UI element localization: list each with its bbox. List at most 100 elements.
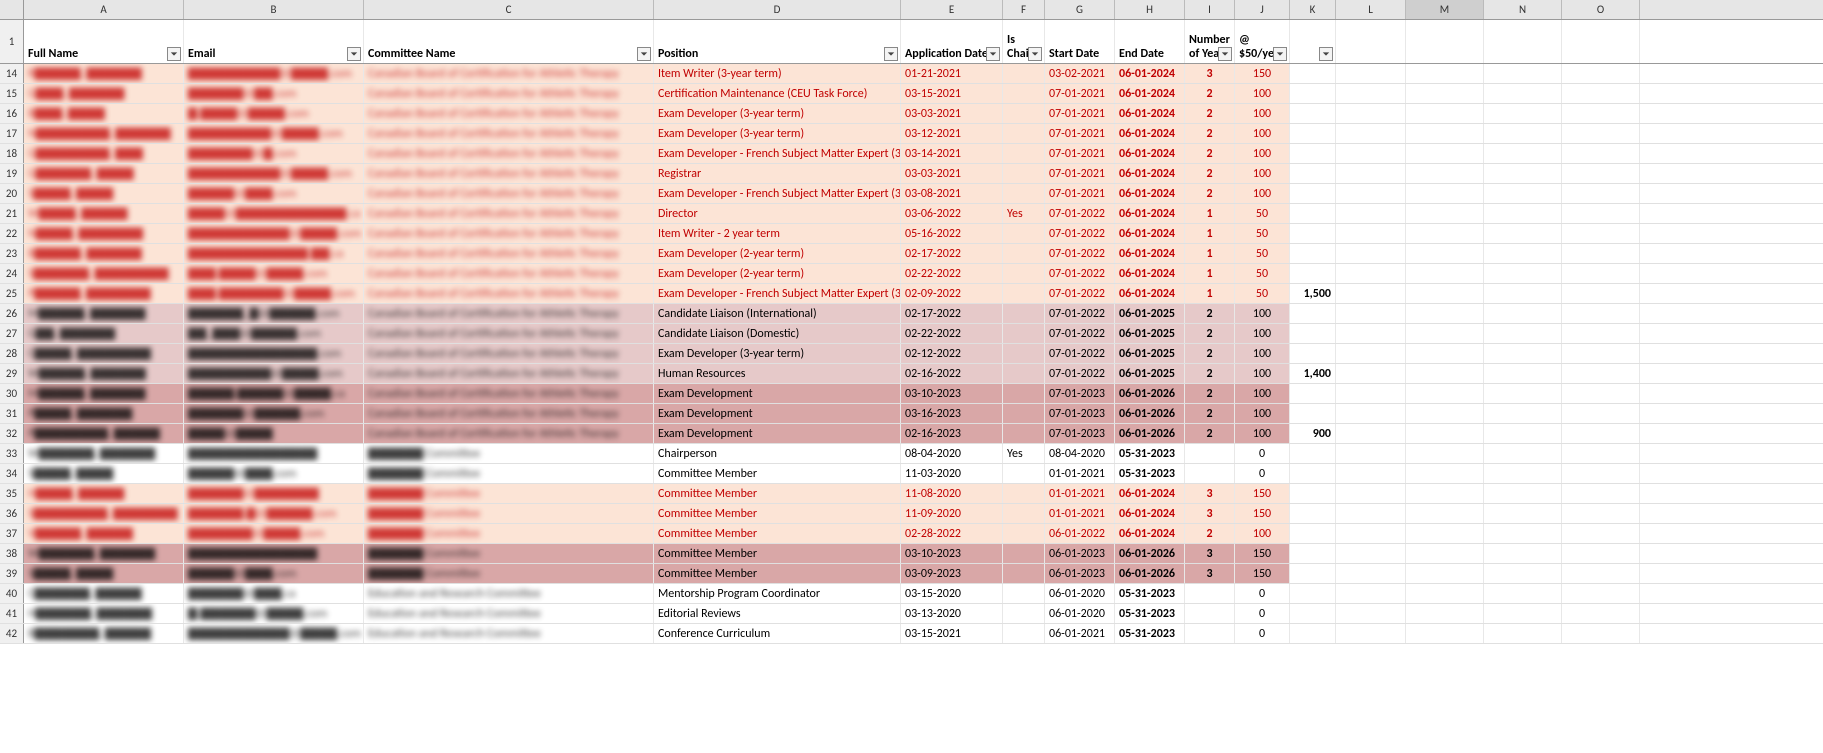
cell[interactable]: 2 xyxy=(1185,384,1235,403)
cell[interactable]: 150 xyxy=(1235,564,1290,583)
cell[interactable] xyxy=(1336,164,1406,183)
cell[interactable]: Canadian Board of Certification for Athl… xyxy=(364,204,654,223)
header-cell[interactable]: @ $50/year xyxy=(1235,20,1290,63)
cell[interactable]: B▇▇▇▇▇, ▇▇▇▇▇▇ xyxy=(24,244,184,263)
cell[interactable]: 150 xyxy=(1235,504,1290,523)
cell[interactable]: Exam Developer - French Subject Matter E… xyxy=(654,284,901,303)
row-header[interactable]: 27 xyxy=(0,324,24,343)
cell[interactable] xyxy=(1336,404,1406,423)
cell[interactable] xyxy=(1406,404,1484,423)
cell[interactable]: 06-01-2024 xyxy=(1115,504,1185,523)
cell[interactable]: W▇▇▇▇▇, ▇▇▇▇▇▇ xyxy=(24,364,184,383)
cell[interactable] xyxy=(1406,264,1484,283)
cell[interactable]: 07-01-2022 xyxy=(1045,324,1115,343)
cell[interactable]: 03-02-2021 xyxy=(1045,64,1115,83)
cell[interactable]: 50 xyxy=(1235,204,1290,223)
cell[interactable]: 01-21-2021 xyxy=(901,64,1003,83)
cell[interactable]: Education and Research Committee xyxy=(364,584,654,603)
cell[interactable] xyxy=(1185,624,1235,643)
cell[interactable] xyxy=(1484,184,1562,203)
cell[interactable] xyxy=(1484,584,1562,603)
cell[interactable]: 02-28-2022 xyxy=(901,524,1003,543)
cell[interactable]: 2 xyxy=(1185,124,1235,143)
row-header[interactable]: 25 xyxy=(0,284,24,303)
cell[interactable] xyxy=(1562,444,1640,463)
row-header[interactable]: 14 xyxy=(0,64,24,83)
select-all-corner[interactable] xyxy=(0,0,24,19)
cell[interactable] xyxy=(1562,604,1640,623)
header-cell[interactable]: Start Date xyxy=(1045,20,1115,63)
cell[interactable] xyxy=(1562,244,1640,263)
header-cell[interactable] xyxy=(1562,20,1640,63)
cell[interactable]: Item Writer - 2 year term xyxy=(654,224,901,243)
cell[interactable] xyxy=(1336,64,1406,83)
cell[interactable]: ▇▇▇▇▇@▇▇▇.com xyxy=(184,464,364,483)
cell[interactable]: 2 xyxy=(1185,164,1235,183)
row-header[interactable]: 41 xyxy=(0,604,24,623)
cell[interactable]: 06-01-2024 xyxy=(1115,484,1185,503)
cell[interactable]: B▇▇▇, ▇▇▇▇ xyxy=(24,104,184,123)
cell[interactable] xyxy=(1562,384,1640,403)
header-cell[interactable] xyxy=(1336,20,1406,63)
header-cell[interactable] xyxy=(1484,20,1562,63)
cell[interactable]: 02-12-2022 xyxy=(901,344,1003,363)
cell[interactable]: Canadian Board of Certification for Athl… xyxy=(364,404,654,423)
cell[interactable] xyxy=(1484,64,1562,83)
cell[interactable]: ▇▇▇▇▇▇@▇▇▇▇▇▇▇ xyxy=(184,484,364,503)
cell[interactable] xyxy=(1406,84,1484,103)
column-header-H[interactable]: H xyxy=(1115,0,1185,19)
cell[interactable]: 01-01-2021 xyxy=(1045,464,1115,483)
cell[interactable]: 06-01-2022 xyxy=(1045,524,1115,543)
header-cell[interactable]: Application Date xyxy=(901,20,1003,63)
cell[interactable] xyxy=(1406,184,1484,203)
cell[interactable]: 03-08-2021 xyxy=(901,184,1003,203)
cell[interactable] xyxy=(1336,504,1406,523)
cell[interactable]: C▇▇▇▇, ▇▇▇▇▇▇▇▇ xyxy=(24,344,184,363)
cell[interactable]: 100 xyxy=(1235,384,1290,403)
cell[interactable] xyxy=(1290,624,1336,643)
cell[interactable] xyxy=(1003,344,1045,363)
cell[interactable]: 100 xyxy=(1235,344,1290,363)
cell[interactable] xyxy=(1336,264,1406,283)
cell[interactable] xyxy=(1484,484,1562,503)
cell[interactable]: Canadian Board of Certification for Athl… xyxy=(364,364,654,383)
cell[interactable] xyxy=(1336,244,1406,263)
cell[interactable]: ▇▇▇▇▇▇▇▇▇▇@▇▇▇▇.com xyxy=(184,164,364,183)
cell[interactable]: V▇▇▇▇▇, ▇▇▇▇▇ xyxy=(24,524,184,543)
column-header-E[interactable]: E xyxy=(901,0,1003,19)
cell[interactable]: Canadian Board of Certification for Athl… xyxy=(364,324,654,343)
cell[interactable] xyxy=(1336,184,1406,203)
cell[interactable]: Exam Developer (2-year term) xyxy=(654,244,901,263)
cell[interactable] xyxy=(1406,224,1484,243)
cell[interactable]: G▇▇▇▇▇▇▇▇, ▇▇▇ xyxy=(24,144,184,163)
cell[interactable]: Committee Member xyxy=(654,484,901,503)
cell[interactable] xyxy=(1336,84,1406,103)
cell[interactable] xyxy=(1484,444,1562,463)
column-header-D[interactable]: D xyxy=(654,0,901,19)
cell[interactable] xyxy=(1290,184,1336,203)
cell[interactable]: ▇▇▇▇▇▇.▇@▇▇▇▇▇.com xyxy=(184,504,364,523)
cell[interactable] xyxy=(1484,324,1562,343)
cell[interactable] xyxy=(1562,344,1640,363)
column-header-N[interactable]: N xyxy=(1484,0,1562,19)
cell[interactable]: Registrar xyxy=(654,164,901,183)
cell[interactable]: 07-01-2021 xyxy=(1045,104,1115,123)
cell[interactable] xyxy=(1562,464,1640,483)
cell[interactable]: ▇▇▇▇▇▇▇▇▇▇▇▇▇▇ xyxy=(184,444,364,463)
cell[interactable] xyxy=(1562,544,1640,563)
cell[interactable]: S▇▇▇▇, ▇▇▇▇ xyxy=(24,464,184,483)
cell[interactable] xyxy=(1562,104,1640,123)
cell[interactable]: 07-01-2022 xyxy=(1045,364,1115,383)
cell[interactable] xyxy=(1406,364,1484,383)
cell[interactable]: 02-22-2022 xyxy=(901,264,1003,283)
cell[interactable]: Committee Member xyxy=(654,464,901,483)
cell[interactable]: 2 xyxy=(1185,424,1235,443)
cell[interactable]: Canadian Board of Certification for Athl… xyxy=(364,264,654,283)
cell[interactable]: 07-01-2021 xyxy=(1045,184,1115,203)
cell[interactable]: 06-01-2024 xyxy=(1115,144,1185,163)
cell[interactable] xyxy=(1290,244,1336,263)
cell[interactable]: ▇▇▇▇▇▇ Committee xyxy=(364,464,654,483)
cell[interactable]: 11-03-2020 xyxy=(901,464,1003,483)
cell[interactable]: Canadian Board of Certification for Athl… xyxy=(364,184,654,203)
cell[interactable]: 07-01-2022 xyxy=(1045,224,1115,243)
